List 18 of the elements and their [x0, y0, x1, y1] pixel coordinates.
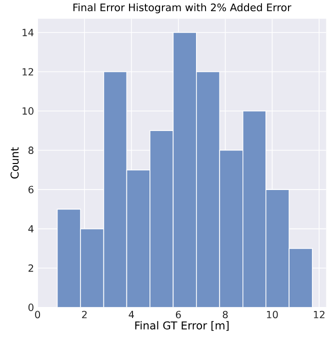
x-axis-title: Final GT Error [m] — [135, 321, 229, 331]
y-tick-label: 10 — [22, 107, 34, 115]
y-tick-label: 8 — [28, 146, 34, 154]
x-tick-label: 8 — [222, 310, 228, 318]
y-tick-label: 4 — [28, 225, 34, 232]
y-tick-label: 2 — [28, 264, 34, 272]
y-tick-label: 6 — [28, 186, 34, 194]
x-tick-label: 2 — [82, 310, 87, 318]
y-tick-label: 0 — [28, 304, 34, 312]
chart-title: Final Error Histogram with 2% Added Error — [74, 3, 292, 14]
x-tick-label: 12 — [314, 310, 325, 318]
y-axis-title: Count — [10, 147, 19, 179]
x-tick-label: 6 — [176, 310, 182, 318]
y-tick-label: 12 — [22, 68, 34, 76]
x-tick-label: 10 — [267, 310, 278, 318]
y-tick-label: 14 — [22, 28, 34, 36]
x-tick-label: 4 — [128, 310, 134, 318]
x-tick-label: 0 — [35, 310, 40, 318]
